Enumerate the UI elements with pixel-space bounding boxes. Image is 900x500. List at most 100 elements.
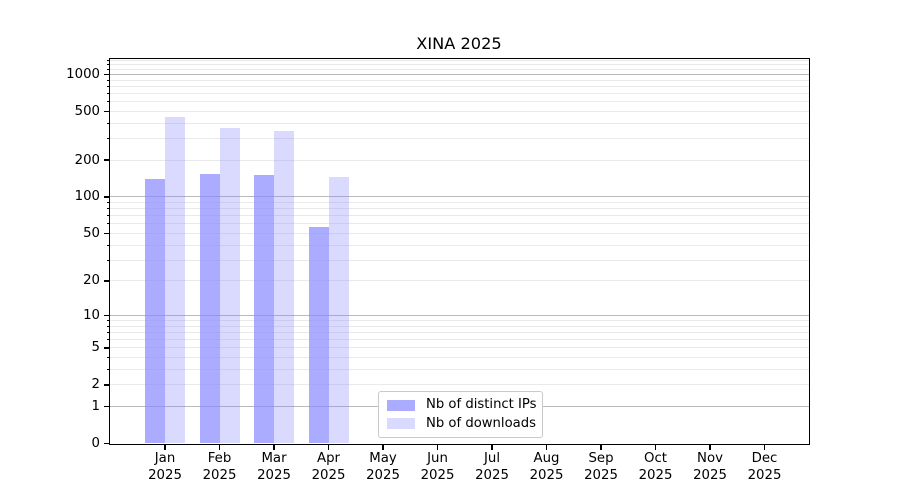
legend-swatch-downloads — [387, 418, 415, 429]
legend-swatch-distinct-ips — [387, 400, 415, 411]
gridline-major — [110, 314, 809, 316]
x-tick-label: Jun 2025 — [420, 451, 455, 483]
gridline-minor — [110, 347, 809, 349]
gridline-minor — [110, 331, 809, 333]
gridline-minor — [110, 64, 809, 66]
gridline-minor — [110, 357, 809, 359]
y-minor-tick — [106, 138, 109, 140]
gridline-minor — [110, 244, 809, 246]
y-minor-tick — [106, 339, 109, 341]
x-tick — [600, 445, 602, 450]
y-minor-tick — [106, 64, 109, 66]
bar-downloads — [274, 131, 294, 444]
x-tick-label: Jan 2025 — [148, 451, 182, 483]
y-tick-label: 1 — [91, 398, 100, 414]
y-tick-label: 1000 — [66, 66, 100, 82]
x-tick-label: Jul 2025 — [475, 451, 509, 483]
x-tick — [273, 445, 275, 450]
y-minor-tick — [106, 215, 109, 217]
bar-distinct-ips — [145, 179, 165, 444]
x-tick — [709, 445, 711, 450]
y-tick-label: 0 — [91, 436, 100, 451]
bar-downloads — [328, 177, 349, 444]
x-tick-label: Apr 2025 — [311, 451, 346, 483]
x-tick — [164, 445, 166, 450]
gridline-minor — [110, 101, 809, 103]
y-minor-tick — [106, 208, 109, 210]
y-minor-tick — [106, 368, 109, 370]
y-minor-tick — [106, 68, 109, 70]
y-tick — [104, 442, 109, 445]
x-tick-label: Dec 2025 — [747, 451, 782, 483]
y-tick-label: 10 — [83, 307, 100, 323]
y-tick — [104, 405, 109, 408]
gridline-minor — [110, 110, 809, 112]
gridline-minor — [110, 223, 809, 225]
y-minor-tick — [106, 85, 109, 87]
y-minor-tick — [106, 320, 109, 321]
y-minor-tick — [106, 223, 109, 225]
x-tick-label: Aug 2025 — [529, 451, 564, 483]
bar-downloads — [165, 117, 185, 444]
y-minor-tick — [106, 357, 109, 359]
gridline-minor — [110, 68, 809, 70]
x-tick-label: Nov 2025 — [693, 451, 727, 483]
gridline-minor — [110, 232, 809, 234]
y-tick — [104, 159, 109, 161]
bar-distinct-ips — [308, 226, 329, 444]
x-tick-label: Mar 2025 — [257, 451, 291, 483]
x-tick-label: Sep 2025 — [584, 451, 618, 483]
legend-item-distinct-ips: Nb of distinct IPs — [387, 397, 537, 413]
y-tick-label: 50 — [83, 225, 100, 241]
y-minor-tick — [106, 101, 109, 103]
y-minor-tick — [106, 202, 109, 204]
gridline-minor — [110, 368, 809, 370]
gridline-minor — [110, 259, 809, 261]
gridline-minor — [110, 215, 809, 217]
x-tick-label: Oct 2025 — [638, 451, 673, 483]
x-tick — [382, 445, 384, 450]
x-tick — [218, 445, 221, 450]
gridline-minor — [110, 79, 809, 81]
x-tick — [654, 445, 657, 450]
gridline-minor — [110, 138, 809, 140]
gridline-minor — [110, 202, 809, 204]
legend-label-downloads: Nb of downloads — [426, 415, 536, 431]
y-tick-label: 500 — [74, 103, 100, 119]
y-minor-tick — [106, 59, 109, 61]
y-tick-label: 5 — [91, 340, 100, 356]
x-tick-label: May 2025 — [366, 451, 400, 483]
gridline-minor — [110, 208, 809, 210]
x-tick-label: Feb 2025 — [202, 451, 237, 483]
gridline-major — [110, 73, 809, 75]
gridline-minor — [110, 320, 809, 321]
x-tick — [491, 445, 493, 450]
bar-distinct-ips — [254, 175, 274, 444]
gridline-major — [110, 196, 809, 198]
y-tick — [104, 384, 109, 386]
bar-distinct-ips — [199, 174, 220, 444]
gridline-minor — [110, 384, 809, 386]
y-tick-label: 200 — [74, 152, 100, 168]
x-tick — [327, 445, 330, 450]
x-tick — [763, 445, 766, 450]
x-tick — [545, 445, 548, 450]
gridline-minor — [110, 159, 809, 161]
y-minor-tick — [106, 79, 109, 81]
gridline-minor — [110, 92, 809, 94]
y-tick-label: 2 — [91, 377, 100, 393]
y-tick — [104, 110, 109, 113]
y-tick — [104, 73, 109, 76]
y-minor-tick — [106, 259, 109, 261]
y-tick-label: 20 — [83, 273, 100, 289]
chart-title: XINA 2025 — [416, 34, 502, 53]
y-tick — [104, 347, 109, 349]
y-minor-tick — [106, 92, 109, 94]
y-minor-tick — [106, 122, 109, 124]
gridline-minor — [110, 280, 809, 282]
gridline-minor — [110, 325, 809, 327]
y-tick — [104, 280, 109, 282]
gridline-minor — [110, 339, 809, 341]
x-tick — [436, 445, 439, 450]
